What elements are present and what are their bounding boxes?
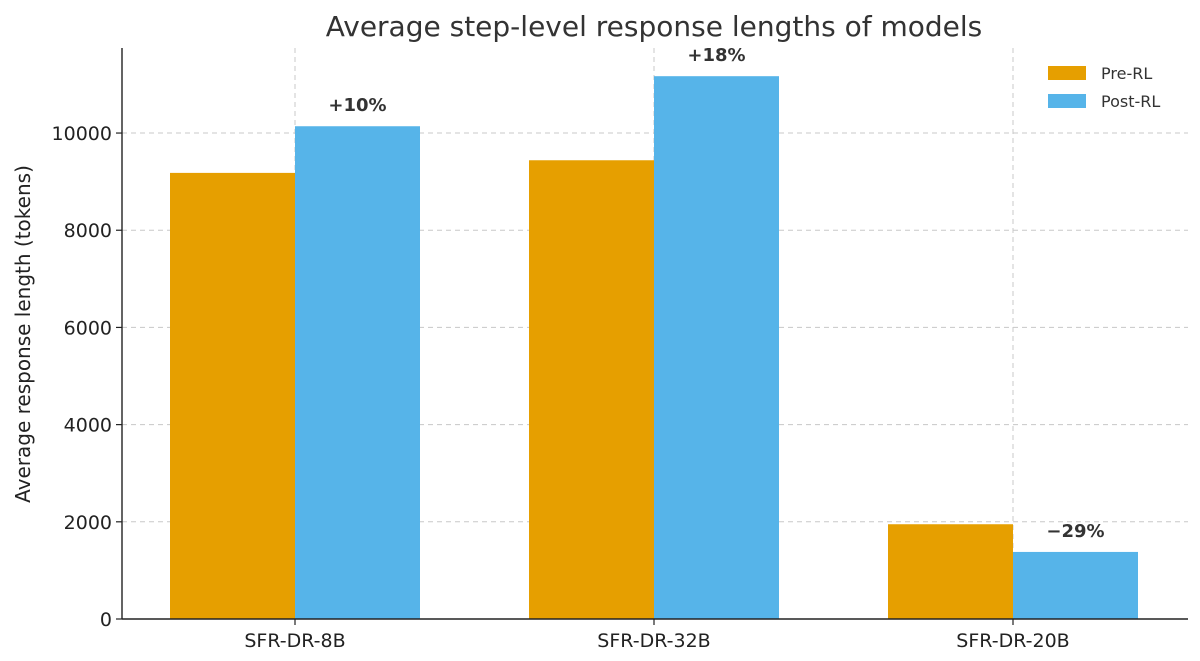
y-tick-label: 2000 <box>64 512 112 534</box>
percent-change-label: +10% <box>328 95 386 116</box>
bar-pre-rl-sfr-dr-20b <box>888 524 1013 619</box>
x-axis-ticks: SFR-DR-8B SFR-DR-32B SFR-DR-20B <box>244 619 1070 652</box>
bar-post-rl-sfr-dr-8b <box>295 126 420 620</box>
legend-swatch <box>1048 94 1086 108</box>
percent-change-label: −29% <box>1046 521 1104 542</box>
legend-label: Post-RL <box>1101 92 1160 111</box>
percent-change-label: +18% <box>687 45 745 66</box>
bar-pre-rl-sfr-dr-8b <box>170 172 295 620</box>
y-tick-label: 4000 <box>64 415 112 437</box>
legend: Pre-RL Post-RL <box>1048 64 1160 111</box>
bar-pre-rl-sfr-dr-32b <box>529 160 654 619</box>
y-axis-label: Average response length (tokens) <box>11 165 35 503</box>
y-tick-label: 10000 <box>52 123 112 145</box>
legend-swatch <box>1048 66 1086 80</box>
legend-label: Pre-RL <box>1101 64 1152 83</box>
percent-change-labels: +10% +18% −29% <box>328 45 1104 542</box>
x-tick-label: SFR-DR-20B <box>956 630 1069 652</box>
chart-title: Average step-level response lengths of m… <box>326 10 983 43</box>
bars <box>170 76 1138 620</box>
y-axis-ticks: 0 2000 4000 6000 8000 10000 <box>52 123 122 631</box>
y-tick-label: 6000 <box>64 317 112 339</box>
y-tick-label: 0 <box>100 609 112 631</box>
bar-post-rl-sfr-dr-20b <box>1013 551 1138 619</box>
y-tick-label: 8000 <box>64 220 112 242</box>
x-tick-label: SFR-DR-8B <box>244 630 345 652</box>
x-tick-label: SFR-DR-32B <box>597 630 710 652</box>
bar-post-rl-sfr-dr-32b <box>654 76 779 619</box>
